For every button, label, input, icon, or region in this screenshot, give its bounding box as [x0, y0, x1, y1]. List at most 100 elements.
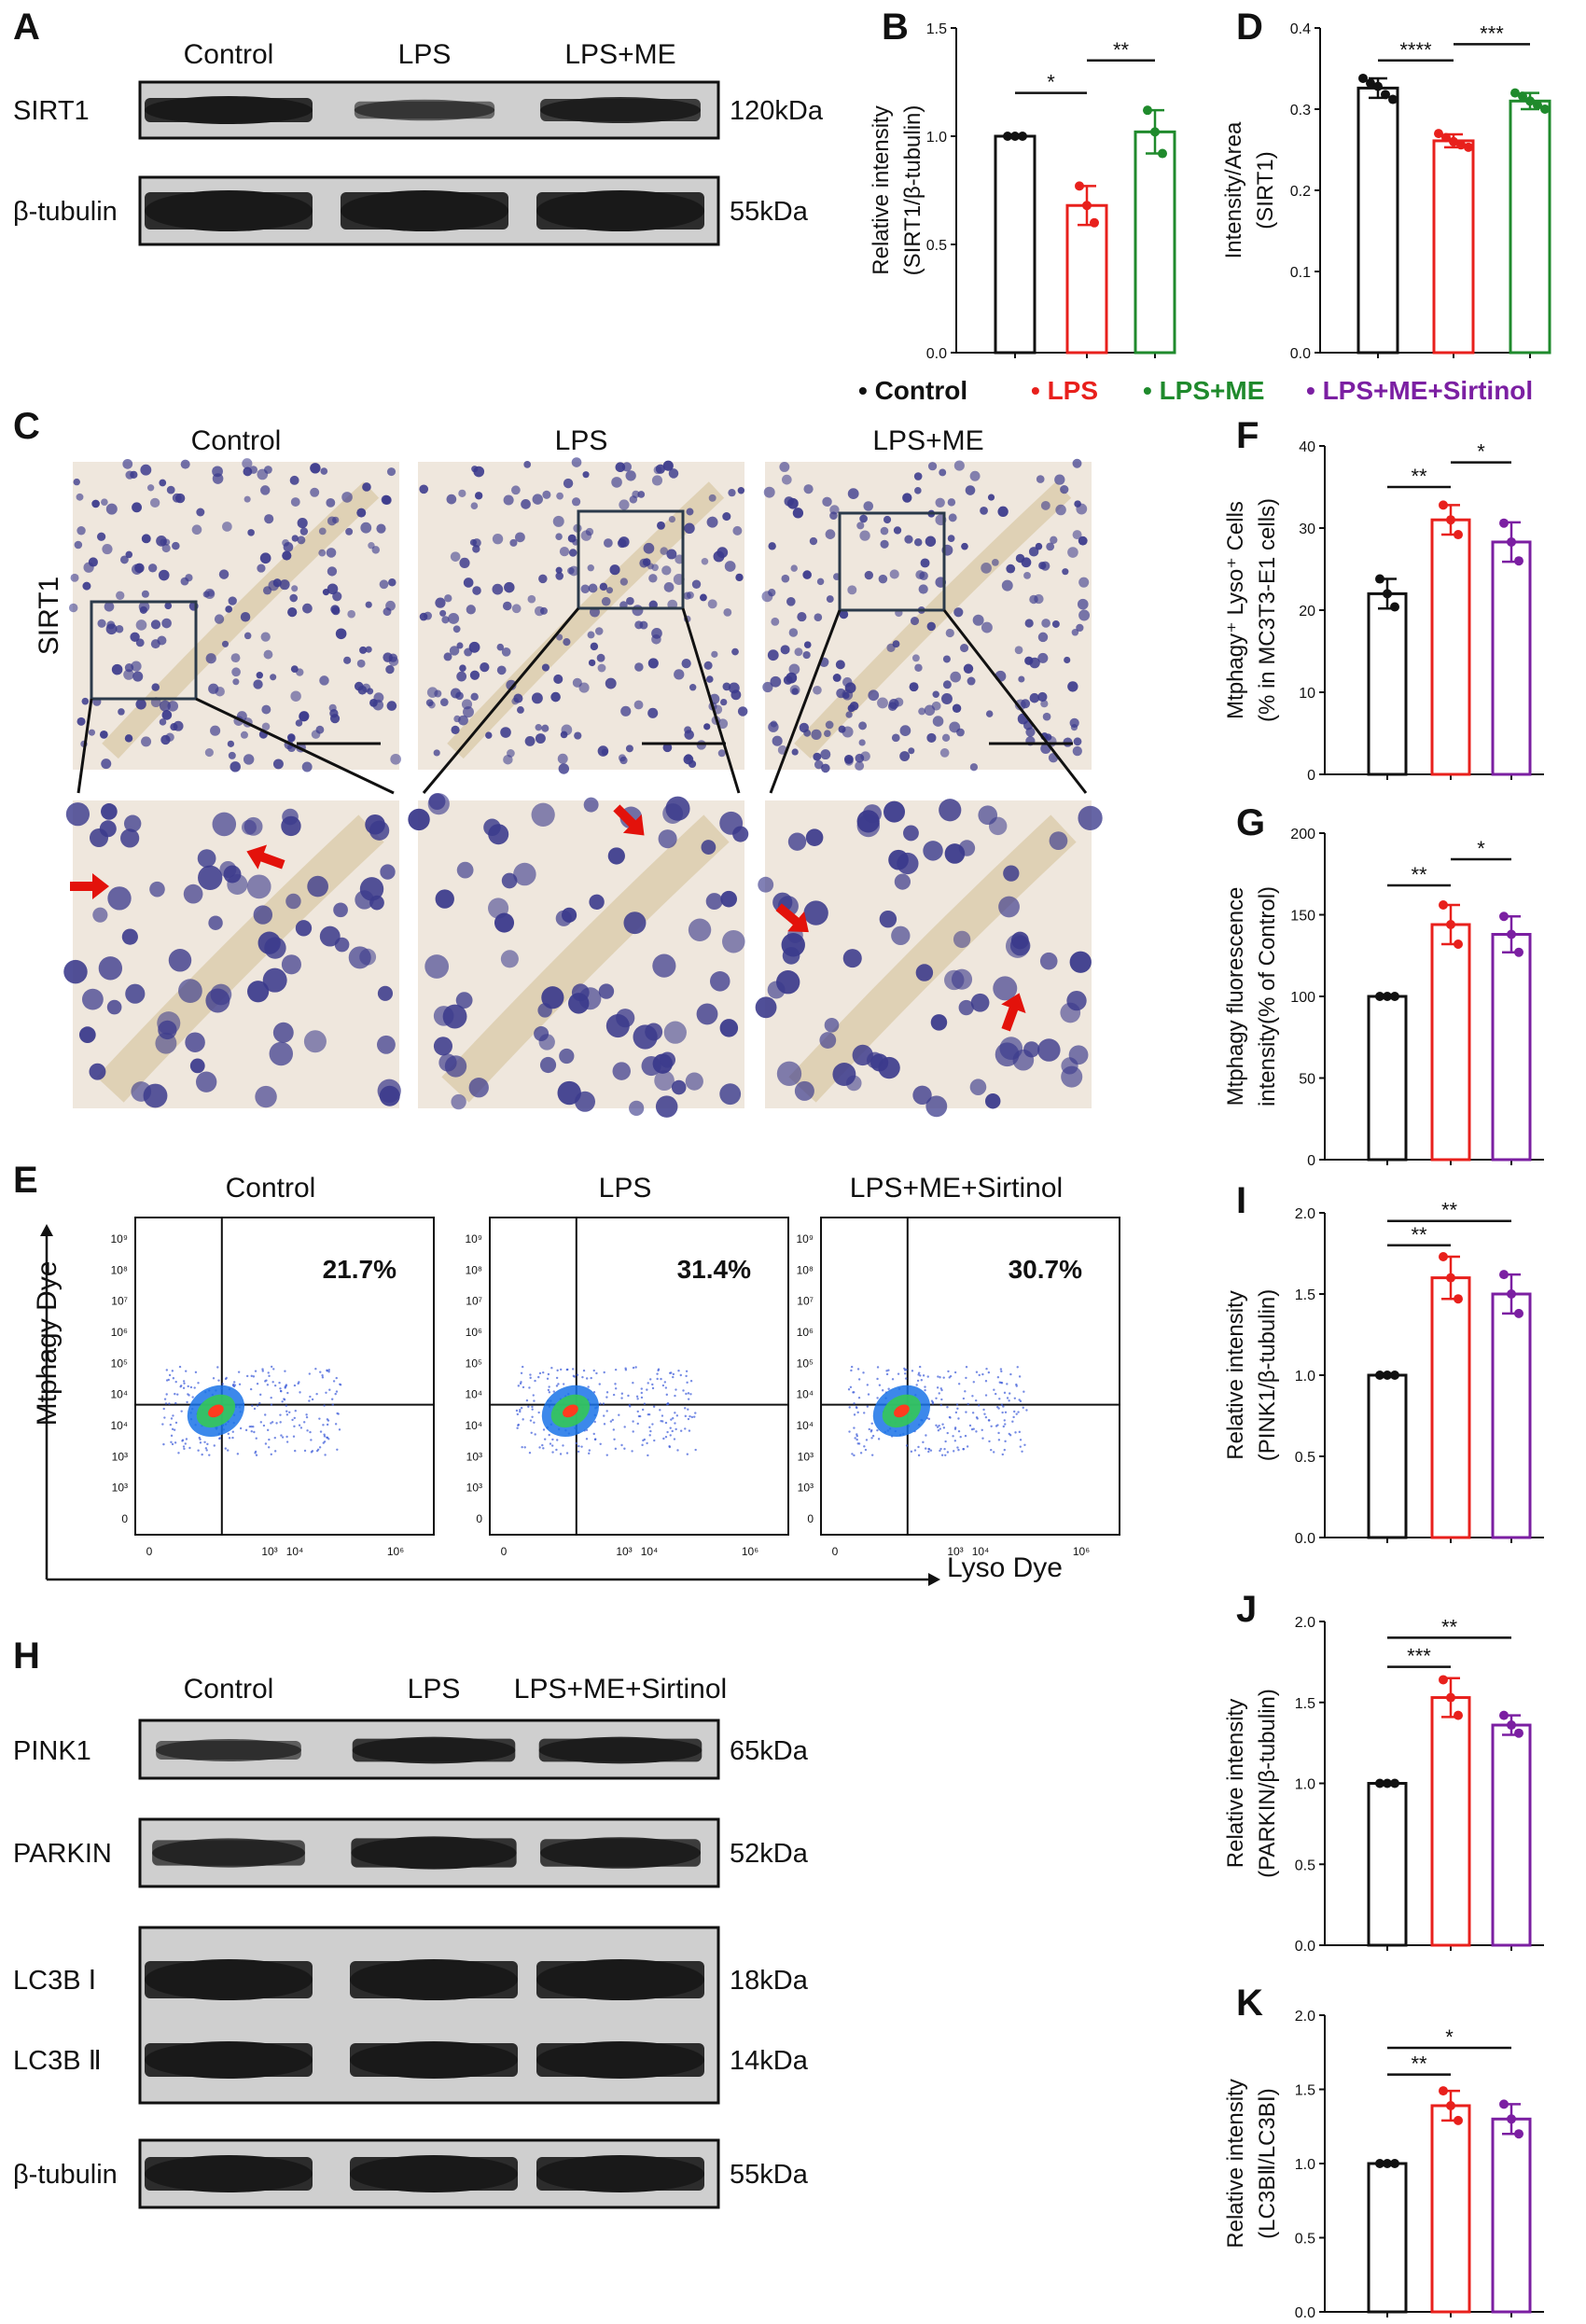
flow-event — [965, 1366, 968, 1369]
cell-nucleus — [786, 672, 798, 684]
cell-nucleus — [123, 814, 142, 832]
cell-nucleus — [282, 550, 292, 561]
cell-nucleus — [878, 574, 888, 584]
flow-event — [674, 1422, 676, 1425]
cell-nucleus — [131, 661, 142, 672]
cell-nucleus — [156, 536, 167, 547]
flow-event — [1000, 1370, 1003, 1373]
cell-nucleus — [689, 684, 697, 691]
flow-event — [853, 1426, 856, 1429]
cell-nucleus — [915, 570, 925, 579]
flow-event — [656, 1372, 659, 1375]
cell-nucleus — [660, 547, 669, 555]
flow-event — [679, 1429, 683, 1432]
cell-nucleus — [232, 678, 240, 686]
cell-nucleus — [159, 700, 171, 712]
significance-label: ** — [1113, 38, 1130, 62]
flow-event — [185, 1370, 188, 1372]
flow-event — [577, 1450, 580, 1454]
cell-nucleus — [961, 542, 968, 550]
bar-lps — [1430, 2104, 1471, 2314]
cell-nucleus — [535, 733, 546, 745]
cell-nucleus — [852, 1044, 873, 1066]
y-tick-label: 0.0 — [1295, 2305, 1315, 2321]
cell-nucleus — [319, 675, 329, 686]
flow-event — [867, 1393, 870, 1396]
y-axis-label: Relative intensity — [1223, 1290, 1248, 1459]
flow-event — [334, 1423, 338, 1426]
y-tick-label: 2.0 — [1295, 1615, 1315, 1631]
cell-nucleus — [1076, 503, 1088, 515]
cell-nucleus — [781, 474, 792, 485]
flow-event — [165, 1393, 168, 1396]
data-point — [1449, 136, 1458, 146]
cell-nucleus — [932, 690, 939, 698]
cell-nucleus — [909, 682, 919, 692]
flow-plot-frame — [489, 1217, 789, 1536]
cell-nucleus — [372, 699, 384, 711]
flow-event — [661, 1384, 665, 1387]
band-label-A: SIRT1 — [13, 96, 90, 126]
cell-nucleus — [359, 646, 368, 654]
flow-event — [183, 1382, 186, 1385]
flow-event — [877, 1438, 881, 1440]
flow-event — [595, 1371, 598, 1375]
flow-event — [1016, 1366, 1019, 1369]
bar-lps-me-sirtinol — [1491, 1292, 1532, 1539]
flow-event — [656, 1377, 659, 1381]
flow-event — [856, 1435, 858, 1438]
cell-nucleus — [326, 548, 337, 558]
cell-nucleus — [558, 763, 570, 774]
flow-event — [173, 1428, 176, 1431]
cell-nucleus — [821, 763, 830, 773]
flow-event — [849, 1385, 853, 1389]
cell-nucleus — [159, 479, 167, 487]
flow-event — [592, 1432, 595, 1436]
cell-nucleus — [261, 722, 271, 731]
cell-nucleus — [826, 595, 834, 604]
cell-nucleus — [359, 877, 384, 901]
cell-nucleus — [816, 578, 825, 586]
flow-ytick: 10⁸ — [797, 1263, 814, 1276]
flow-event — [590, 1376, 592, 1380]
flow-event — [962, 1448, 965, 1451]
cell-nucleus — [619, 578, 629, 586]
cell-nucleus — [91, 499, 100, 508]
flow-event — [984, 1415, 988, 1419]
flow-event — [661, 1414, 664, 1417]
flow-event — [904, 1377, 908, 1380]
cell-nucleus — [891, 925, 911, 946]
flow-event — [309, 1430, 312, 1434]
cell-nucleus — [1040, 500, 1050, 510]
flow-event — [620, 1397, 623, 1399]
cell-nucleus — [356, 659, 366, 668]
data-point — [1514, 947, 1523, 957]
flow-event — [939, 1387, 942, 1390]
flow-event — [614, 1383, 617, 1385]
flow-event — [641, 1443, 644, 1447]
data-point — [1525, 96, 1535, 106]
cell-nucleus — [506, 679, 517, 690]
flow-event — [937, 1429, 940, 1432]
cell-nucleus — [295, 920, 313, 937]
cell-nucleus — [967, 676, 976, 686]
flow-event — [612, 1393, 616, 1397]
cell-nucleus — [625, 745, 633, 753]
flow-event — [1000, 1382, 1004, 1385]
panel-letter: K — [1236, 1983, 1263, 2024]
flow-event — [245, 1374, 249, 1378]
cell-nucleus — [920, 558, 930, 568]
flow-event — [603, 1414, 605, 1417]
cell-nucleus — [448, 612, 460, 624]
flow-event — [161, 1423, 164, 1426]
flow-event — [254, 1370, 257, 1372]
flow-event — [663, 1381, 667, 1384]
flow-event — [271, 1421, 274, 1424]
flow-event — [672, 1372, 675, 1376]
cell-nucleus — [985, 710, 994, 717]
flow-event — [1003, 1448, 1006, 1452]
flow-event — [944, 1454, 947, 1457]
flow-ytick: 0 — [807, 1512, 814, 1525]
cell-nucleus — [941, 733, 951, 742]
cell-nucleus — [243, 495, 251, 503]
